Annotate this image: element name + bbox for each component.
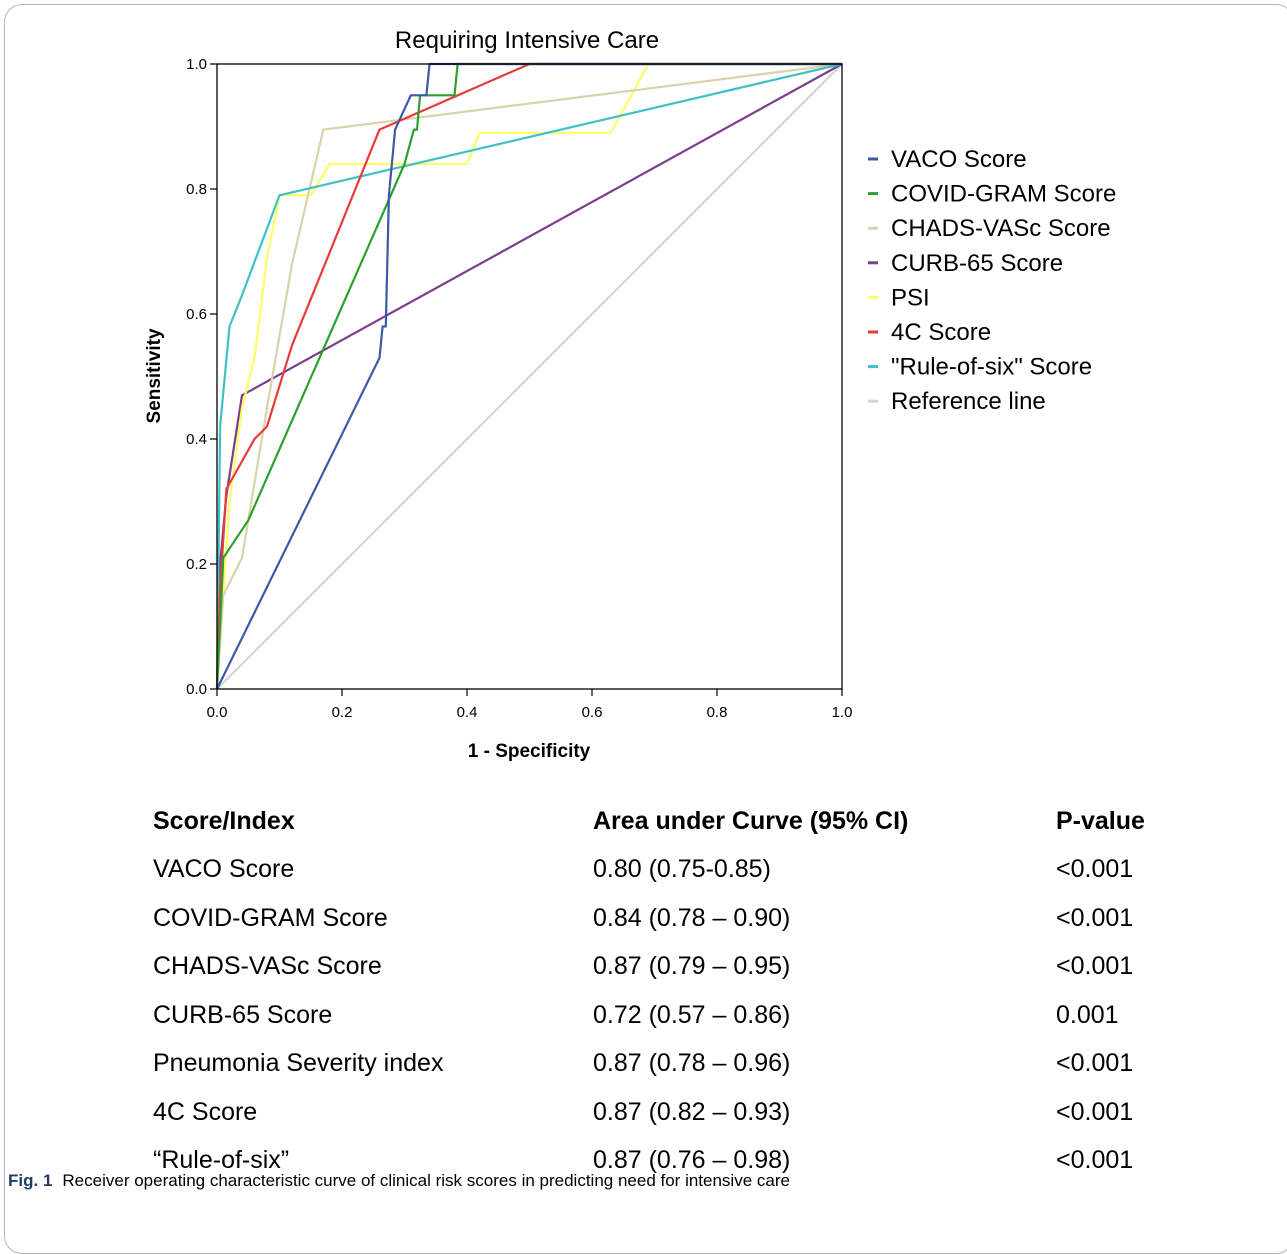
y-tick-label: 0.0 xyxy=(186,681,207,698)
roc-chart: Requiring Intensive Care 0.0 0.2 0.4 0.6 0.8… xyxy=(144,27,1116,762)
legend-label-psi: PSI xyxy=(891,284,930,311)
series-line-reference-line xyxy=(216,63,843,690)
y-axis-label: Sensitivity xyxy=(144,328,165,423)
legend-label-vaco-score: VACO Score xyxy=(891,146,1027,173)
score-cell: CHADS-VASc Score xyxy=(153,952,382,981)
table-row: COVID-GRAM Score 0.84 (0.78 – 0.90) <0.001 xyxy=(153,894,1186,943)
table-row: CURB-65 Score 0.72 (0.57 – 0.86) 0.001 xyxy=(153,991,1186,1040)
legend: VACO Score COVID-GRAM Score CHADS-VASc Sco… xyxy=(868,146,1116,415)
roc-lines xyxy=(215,62,843,690)
y-tick-label: 0.2 xyxy=(186,556,207,573)
legend-label-rule-of-six-score: "Rule-of-six" Score xyxy=(891,354,1092,381)
table-row: CHADS-VASc Score 0.87 (0.79 – 0.95) <0.001 xyxy=(153,943,1186,992)
pvalue-cell: <0.001 xyxy=(1056,952,1134,981)
score-cell: CURB-65 Score xyxy=(153,1000,333,1029)
x-tick-label: 0.6 xyxy=(582,704,603,721)
y-tick-label: 1.0 xyxy=(186,56,207,73)
figure-caption: Fig. 1 Receiver operating characteristic … xyxy=(8,1171,790,1191)
x-axis-label: 1 - Specificity xyxy=(468,741,591,762)
auc-cell: 0.80 (0.75-0.85) xyxy=(593,855,771,884)
x-tick-label: 0.8 xyxy=(707,704,728,721)
auc-cell: 0.87 (0.82 – 0.93) xyxy=(593,1097,791,1126)
y-tick-label: 0.8 xyxy=(186,181,207,198)
y-tick-label: 0.4 xyxy=(186,431,207,448)
pvalue-cell: <0.001 xyxy=(1056,1049,1134,1078)
score-cell: VACO Score xyxy=(153,855,295,884)
series-line-psi xyxy=(215,62,842,690)
legend-label-curb-65-score: CURB-65 Score xyxy=(891,250,1063,277)
table-row: Pneumonia Severity index 0.87 (0.78 – 0.9… xyxy=(153,1040,1186,1089)
score-cell: COVID-GRAM Score xyxy=(153,903,388,932)
score-cell: 4C Score xyxy=(153,1097,258,1126)
table-row: “Rule-of-six” 0.87 (0.76 – 0.98) <0.001 xyxy=(153,1137,1186,1186)
caption-text: Receiver operating characteristic curve … xyxy=(62,1171,790,1190)
legend-label-reference-line: Reference line xyxy=(891,388,1046,415)
header-auc: Area under Curve (95% CI) xyxy=(593,806,909,835)
auc-cell: 0.87 (0.78 – 0.96) xyxy=(593,1049,791,1078)
x-tick-label: 0.2 xyxy=(332,704,353,721)
legend-label-4c-score: 4C Score xyxy=(891,319,991,346)
x-tick-label: 0.0 xyxy=(207,704,228,721)
x-tick-label: 1.0 xyxy=(832,704,853,721)
series-line-vaco-score xyxy=(216,62,842,690)
table-row: VACO Score 0.80 (0.75-0.85) <0.001 xyxy=(153,846,1186,895)
auc-cell: 0.84 (0.78 – 0.90) xyxy=(593,903,791,932)
chart-title: Requiring Intensive Care xyxy=(395,27,659,54)
score-cell: “Rule-of-six” xyxy=(153,1146,290,1175)
table-row: 4C Score 0.87 (0.82 – 0.93) <0.001 xyxy=(153,1088,1186,1137)
pvalue-cell: <0.001 xyxy=(1056,855,1134,884)
auc-cell: 0.72 (0.57 – 0.86) xyxy=(593,1000,791,1029)
table-header-row: Score/Index Area under Curve (95% CI) P-… xyxy=(153,797,1186,846)
legend-label-covid-gram-score: COVID-GRAM Score xyxy=(891,181,1116,208)
pvalue-cell: <0.001 xyxy=(1056,903,1134,932)
axis-ticks: 0.0 0.2 0.4 0.6 0.8 1.0 0.0 0.2 0.4 0.6 0.8 1.0 xyxy=(186,56,852,721)
auc-cell: 0.87 (0.79 – 0.95) xyxy=(593,952,791,981)
series-line-covid-gram-score xyxy=(215,62,842,690)
caption-label: Fig. 1 xyxy=(8,1171,53,1190)
header-pvalue: P-value xyxy=(1056,806,1145,835)
header-score: Score/Index xyxy=(153,806,295,835)
pvalue-cell: <0.001 xyxy=(1056,1097,1134,1126)
auc-cell: 0.87 (0.76 – 0.98) xyxy=(593,1146,791,1175)
plot-frame xyxy=(216,63,843,690)
legend-label-chads-vasc-score: CHADS-VASc Score xyxy=(891,215,1111,242)
score-cell: Pneumonia Severity index xyxy=(153,1049,444,1078)
series-line-4c-score xyxy=(215,62,842,690)
auc-table: Score/Index Area under Curve (95% CI) P-… xyxy=(153,797,1186,1185)
x-tick-label: 0.4 xyxy=(457,704,478,721)
pvalue-cell: <0.001 xyxy=(1056,1146,1134,1175)
pvalue-cell: 0.001 xyxy=(1056,1000,1119,1029)
series-line-chads-vasc-score xyxy=(215,62,843,690)
series-line-rule-of-six-score xyxy=(215,62,843,690)
y-tick-label: 0.6 xyxy=(186,306,207,323)
